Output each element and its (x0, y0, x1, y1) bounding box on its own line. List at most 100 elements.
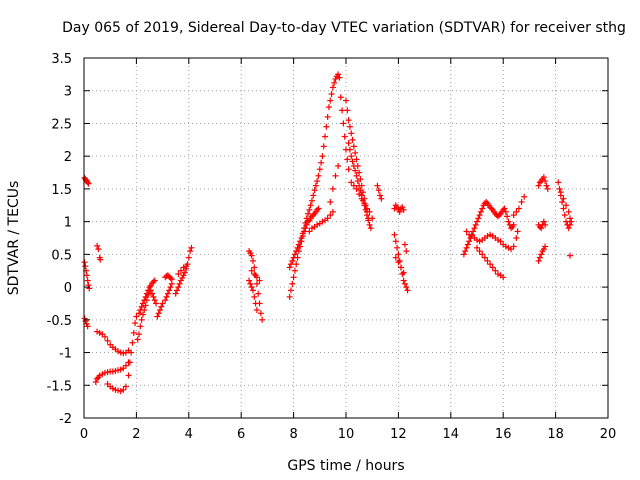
data-point (320, 143, 327, 150)
data-point (352, 149, 359, 156)
data-point (563, 218, 570, 225)
data-point (164, 272, 171, 279)
data-point (289, 280, 296, 287)
data-point (177, 267, 184, 274)
data-point (487, 231, 494, 238)
data-point (476, 238, 483, 245)
data-point (167, 274, 174, 281)
data-point (163, 272, 170, 279)
data-point (297, 238, 304, 245)
data-point (329, 185, 336, 192)
data-point (251, 271, 258, 277)
y-tick-label: 3 (64, 85, 72, 100)
data-point (464, 241, 471, 248)
data-point (122, 383, 129, 390)
data-point (177, 277, 184, 284)
data-point (336, 74, 343, 81)
data-point (479, 251, 486, 258)
data-point (391, 205, 398, 212)
data-point (398, 205, 405, 212)
data-point (356, 191, 363, 198)
data-point (316, 166, 323, 173)
data-point (395, 251, 402, 258)
data-point (476, 212, 483, 219)
data-point (348, 153, 355, 160)
data-point (343, 97, 349, 104)
data-point (306, 206, 313, 213)
data-point (565, 225, 572, 232)
data-points (81, 71, 575, 395)
data-point (332, 172, 339, 179)
data-point (308, 225, 315, 232)
data-point (476, 248, 483, 255)
data-point (335, 163, 342, 169)
x-tick-label: 18 (547, 427, 564, 442)
data-point (542, 221, 549, 228)
data-point (117, 366, 124, 373)
data-point (492, 267, 499, 274)
data-point (350, 163, 357, 169)
data-point (489, 264, 496, 271)
data-point (310, 192, 317, 199)
data-point (361, 200, 368, 207)
data-point (559, 199, 566, 205)
data-point (143, 290, 150, 297)
y-tick-label: -1.5 (47, 379, 72, 394)
data-point (494, 236, 501, 243)
data-point (83, 272, 90, 279)
data-point (247, 250, 254, 257)
data-point (362, 206, 369, 213)
data-point (356, 182, 363, 189)
data-point (291, 251, 298, 258)
data-point (253, 280, 260, 287)
data-point (94, 242, 101, 249)
data-point (484, 257, 491, 264)
data-point (306, 228, 313, 235)
data-point (518, 199, 525, 205)
data-point (365, 217, 372, 224)
data-point (540, 218, 547, 225)
data-point (248, 267, 255, 274)
data-point (394, 204, 401, 211)
data-point (104, 337, 111, 344)
data-point (120, 350, 127, 357)
data-point (477, 208, 484, 215)
data-point (508, 246, 515, 253)
data-point (153, 300, 160, 307)
data-point (543, 182, 550, 189)
data-point (252, 300, 259, 307)
data-point (479, 205, 486, 212)
data-point (137, 307, 144, 313)
data-point (328, 91, 335, 97)
data-point (172, 290, 179, 297)
data-point (259, 316, 266, 323)
data-point (463, 228, 470, 235)
data-point (513, 208, 520, 215)
data-point (253, 274, 260, 281)
data-point (392, 238, 399, 245)
data-point (150, 278, 157, 285)
data-point (112, 386, 119, 393)
data-point (327, 199, 334, 205)
data-point (154, 313, 161, 320)
data-point (130, 329, 137, 336)
data-point (142, 293, 149, 300)
data-point (366, 221, 373, 228)
data-point (257, 310, 264, 317)
data-point (475, 215, 482, 222)
data-point (286, 264, 293, 271)
data-point (158, 303, 165, 310)
data-point (348, 130, 355, 137)
data-point (497, 238, 504, 245)
data-point (536, 179, 543, 186)
data-point (291, 267, 298, 274)
data-point (187, 248, 194, 255)
data-point (251, 293, 258, 300)
data-point (256, 277, 263, 284)
data-point (176, 280, 183, 287)
data-point (462, 248, 469, 255)
data-point (179, 274, 186, 281)
data-point (164, 290, 171, 297)
data-point (180, 264, 187, 271)
